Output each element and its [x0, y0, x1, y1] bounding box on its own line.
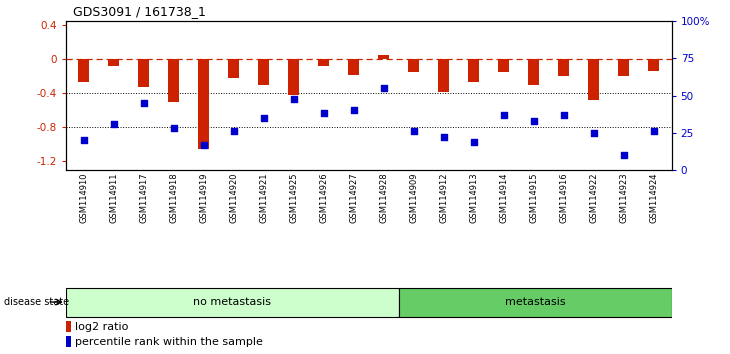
Point: [258, 115, 269, 121]
Bar: [588, 59, 599, 100]
Bar: [378, 55, 389, 59]
Point: [168, 125, 180, 131]
Point: [318, 110, 329, 116]
Bar: [66, 288, 399, 317]
Bar: [439, 59, 449, 92]
Bar: [399, 288, 672, 317]
Point: [138, 100, 150, 106]
Bar: [529, 59, 539, 85]
Bar: [408, 59, 419, 72]
Point: [378, 85, 390, 91]
Bar: [288, 59, 299, 95]
Bar: [199, 59, 209, 149]
Text: no metastasis: no metastasis: [193, 297, 271, 307]
Bar: [258, 59, 269, 85]
Text: log2 ratio: log2 ratio: [74, 321, 128, 332]
Bar: [318, 59, 329, 66]
Point: [528, 118, 539, 124]
Point: [288, 96, 299, 101]
Bar: [558, 59, 569, 76]
Bar: [169, 59, 179, 102]
Point: [468, 139, 480, 144]
Point: [408, 129, 420, 134]
Bar: [228, 59, 239, 78]
Point: [78, 137, 90, 143]
Bar: [348, 59, 359, 75]
Text: GDS3091 / 161738_1: GDS3091 / 161738_1: [73, 5, 206, 18]
Point: [618, 152, 629, 158]
Bar: [66, 336, 71, 347]
Bar: [78, 59, 89, 82]
Bar: [648, 59, 659, 70]
Point: [198, 142, 210, 148]
Text: disease state: disease state: [4, 297, 69, 307]
Point: [558, 112, 569, 118]
Point: [648, 129, 659, 134]
Bar: [469, 59, 479, 82]
Point: [347, 108, 359, 113]
Point: [438, 135, 450, 140]
Bar: [139, 59, 149, 87]
Bar: [109, 59, 119, 66]
Bar: [499, 59, 509, 72]
Text: metastasis: metastasis: [505, 297, 566, 307]
Point: [228, 129, 239, 134]
Point: [588, 130, 599, 136]
Point: [498, 112, 510, 118]
Point: [108, 121, 120, 127]
Bar: [66, 321, 71, 332]
Bar: [618, 59, 629, 76]
Text: percentile rank within the sample: percentile rank within the sample: [74, 337, 263, 347]
